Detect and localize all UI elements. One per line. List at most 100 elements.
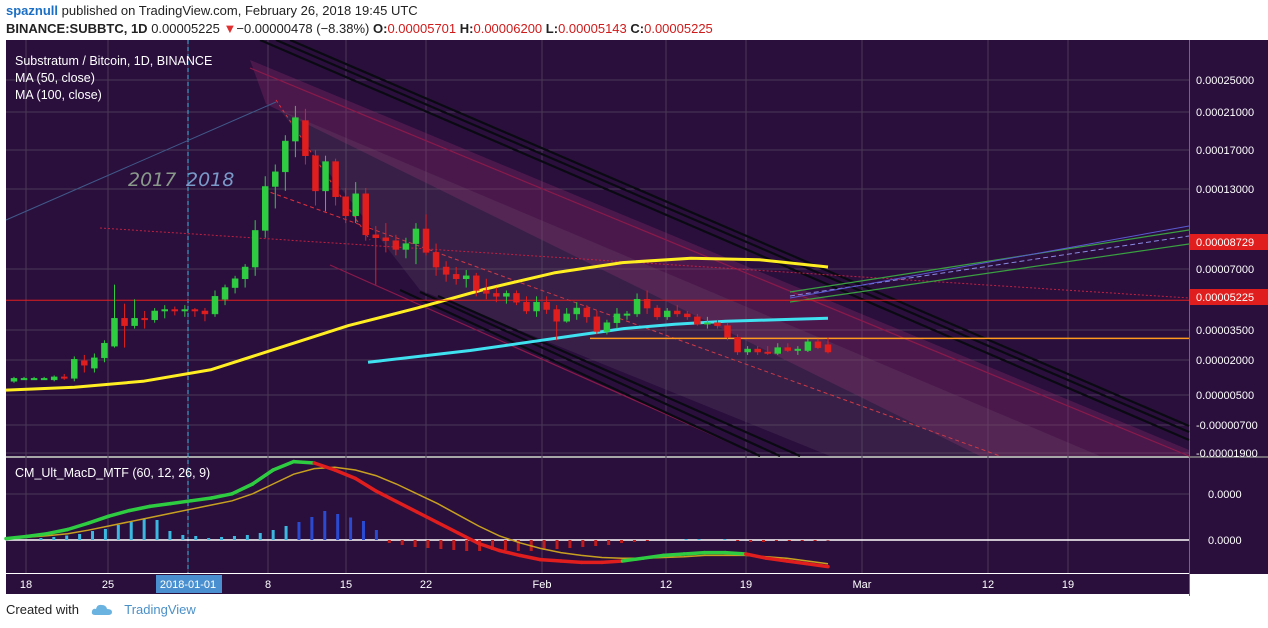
candle-body — [804, 341, 812, 351]
ohlc-line: BINANCE:SUBBTC, 1D 0.00005225 ▼−0.000004… — [6, 21, 713, 36]
macd-legend[interactable]: CM_Ult_MacD_MTF (60, 12, 26, 9) — [15, 466, 210, 480]
macd-line-segment — [682, 550, 707, 556]
black-channel-line — [419, 290, 781, 458]
black-channel-line — [259, 40, 1190, 442]
candle-body — [613, 313, 621, 323]
candle-body — [473, 275, 480, 291]
macd-line-segment — [271, 459, 296, 472]
candle-body — [191, 309, 199, 312]
tradingview-cloud-icon — [91, 604, 112, 615]
candle-body — [141, 318, 148, 321]
grid — [6, 40, 1189, 573]
macd-line-segment — [353, 476, 378, 493]
candle-body — [744, 348, 751, 353]
time-axis-bg — [6, 574, 1189, 594]
candle-body — [322, 161, 329, 192]
candle-body — [483, 290, 490, 294]
macd-histogram-bar — [749, 540, 753, 542]
macd-histogram-bar — [632, 540, 636, 542]
black-channel-line — [399, 289, 761, 457]
channel-line — [329, 264, 761, 457]
published-text: published on TradingView.com, February 2… — [61, 3, 418, 18]
candle-body — [432, 252, 440, 268]
candle-body — [81, 360, 88, 366]
candle-body — [422, 228, 430, 253]
candle-body — [251, 230, 259, 268]
macd-histogram-bar — [258, 533, 262, 540]
candlesticks — [10, 105, 832, 383]
ma100-legend[interactable]: MA (100, close) — [15, 88, 102, 102]
ma50-line — [367, 316, 829, 364]
moving-averages — [5, 256, 829, 392]
blue-trend-line — [5, 101, 277, 221]
candle-body — [533, 301, 540, 312]
time-tick-label: 8 — [265, 579, 271, 591]
candle-body — [583, 307, 591, 318]
open-value: 0.00005701 — [387, 21, 457, 36]
candle-body — [593, 316, 601, 332]
macd-histogram-bar — [516, 540, 520, 551]
time-tick-label: 19 — [740, 579, 752, 591]
time-tick-label: 2018-01-01 — [160, 579, 216, 591]
macd-histogram-bar — [491, 540, 495, 550]
black-channel-line — [275, 40, 1190, 434]
macd-histogram-bar — [349, 517, 353, 540]
price-tick-label: 0.00003500 — [1196, 325, 1254, 337]
black-channel-line — [437, 294, 801, 458]
last-price: 0.00005225 — [151, 21, 220, 36]
macd-histogram-bar — [774, 540, 778, 541]
rising-channel-line — [789, 243, 1190, 303]
macd-histogram-bar — [310, 517, 314, 540]
candle-body — [302, 120, 309, 156]
chart-area[interactable]: 0.0000 0.0000 0.00025000 0.00021000 0.00017… — [0, 40, 1268, 596]
candle-body — [60, 376, 68, 379]
price-tick-label: -0.00001900 — [1196, 448, 1258, 460]
macd-histogram-bar — [232, 536, 236, 540]
author-link[interactable]: spaznull — [6, 3, 59, 18]
price-tick-label: 0.00021000 — [1196, 107, 1254, 119]
price-tick-label: 0.00007000 — [1196, 264, 1254, 276]
rising-channel-line — [789, 229, 1190, 293]
candle-body — [30, 378, 38, 381]
macd-histogram-bar — [555, 540, 559, 549]
macd-histogram-bar — [91, 531, 95, 540]
candle-body — [101, 342, 108, 359]
dashed-trend-line — [263, 189, 1001, 457]
candle-body — [312, 155, 319, 192]
candle-body — [241, 266, 249, 280]
candle-body — [452, 274, 460, 280]
time-axis[interactable]: 18 25 2018-01-01 8 15 22 Feb 12 19 Mar 12 19 — [20, 575, 1074, 593]
macd-line-segment — [435, 520, 460, 535]
channel-line — [249, 67, 1190, 457]
macd-line-segment — [107, 508, 132, 518]
price-tick-label: 0.00002000 — [1196, 355, 1254, 367]
candle-body — [523, 301, 530, 312]
candle-body — [563, 313, 570, 322]
down-arrow-icon: ▼ — [223, 21, 237, 36]
footer: Created with TradingView — [6, 602, 196, 617]
macd-line-segment — [559, 559, 584, 565]
macd-line-segment — [415, 510, 440, 525]
macd-histogram-bar — [426, 540, 430, 548]
candle-body — [20, 378, 28, 381]
macd-histogram-bar — [413, 540, 417, 547]
price-axis[interactable]: 0.00025000 0.00021000 0.00017000 0.00013000… — [1190, 75, 1268, 460]
macd-histogram-bar — [207, 538, 211, 540]
macd-line-segment — [394, 499, 419, 514]
macd-line-segment — [189, 496, 214, 503]
candle-body — [131, 318, 138, 326]
candle-body — [91, 357, 98, 369]
candle-body — [694, 316, 701, 325]
candle-body — [794, 348, 802, 351]
macd-line-segment — [312, 461, 337, 472]
ma50-legend[interactable]: MA (50, close) — [15, 71, 95, 85]
date-highlight — [156, 575, 222, 593]
macd-line-segment — [24, 531, 49, 539]
candle-body — [754, 348, 761, 353]
macd-histogram-bar — [761, 540, 765, 542]
tradingview-link[interactable]: TradingView — [124, 602, 196, 617]
price-tick-label: 0.00005225 — [1196, 292, 1254, 304]
ma100-line — [5, 256, 829, 392]
candle-body — [784, 347, 792, 351]
macd-histogram-bar — [787, 540, 791, 541]
